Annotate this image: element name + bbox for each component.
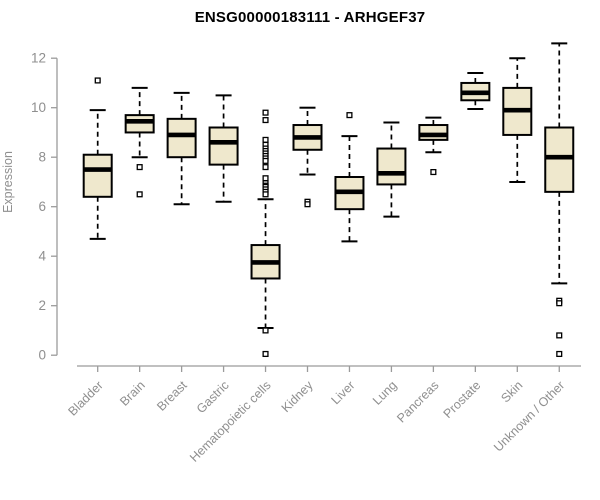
outlier-point: [262, 327, 269, 334]
boxplot-brain: [124, 86, 155, 198]
outlier-point: [262, 191, 269, 198]
outlier-point: [262, 175, 269, 182]
x-tick-label: Prostate: [441, 378, 484, 421]
x-tick-label: Gastric: [194, 378, 232, 416]
boxplot-lung: [376, 121, 407, 218]
boxplot-liver: [334, 112, 365, 243]
y-tick-label: 2: [38, 298, 46, 313]
x-tick-label: Skin: [498, 378, 525, 405]
x-tick-label: Brain: [117, 378, 148, 409]
boxplot-unknown-other: [544, 42, 575, 358]
x-tick-label: Lung: [370, 378, 400, 408]
y-tick-label: 8: [38, 150, 46, 165]
outlier-point: [262, 136, 269, 143]
boxplot-gastric: [208, 94, 239, 203]
outlier-point: [430, 168, 437, 176]
boxplot-pancreas: [418, 116, 449, 176]
x-tick-label: Hematopoietic cells: [187, 378, 274, 465]
x-tick-label: Pancreas: [394, 378, 441, 425]
boxplot-breast: [166, 91, 197, 206]
y-axis: 0 2 4 6 8 10 12 Expression: [1, 51, 58, 363]
outlier-point: [556, 300, 563, 307]
outlier-point: [346, 112, 353, 119]
x-tick-label: Kidney: [279, 378, 316, 415]
x-tick-label: Unknown / Other: [491, 378, 567, 454]
y-axis-label: Expression: [1, 151, 15, 213]
y-tick-label: 6: [38, 199, 46, 214]
outlier-point: [262, 164, 269, 171]
outlier-point: [262, 109, 269, 116]
boxplot-bladder: [82, 77, 113, 240]
boxplot-skin: [502, 57, 533, 183]
outlier-point: [262, 117, 269, 124]
boxplot-kidney: [292, 106, 323, 208]
outlier-point: [262, 157, 269, 164]
outlier-point: [136, 191, 143, 198]
y-tick-label: 0: [38, 348, 46, 363]
outlier-point: [136, 164, 143, 171]
y-tick-label: 10: [31, 100, 46, 115]
outlier-point: [556, 350, 563, 358]
boxplot-prostate: [460, 72, 491, 110]
outlier-point: [556, 332, 563, 339]
chart-title: ENSG00000183111 - ARHGEF37: [194, 9, 426, 26]
y-tick-label: 12: [31, 51, 46, 66]
boxplot-hematopoietic-cells: [250, 109, 281, 358]
outlier-point: [262, 350, 269, 358]
x-tick-label: Bladder: [65, 378, 105, 418]
y-tick-label: 4: [38, 249, 46, 264]
outlier-point: [94, 77, 101, 84]
x-tick-label: Breast: [154, 378, 190, 414]
x-tick-label: Liver: [329, 378, 358, 407]
outlier-point: [304, 201, 311, 208]
